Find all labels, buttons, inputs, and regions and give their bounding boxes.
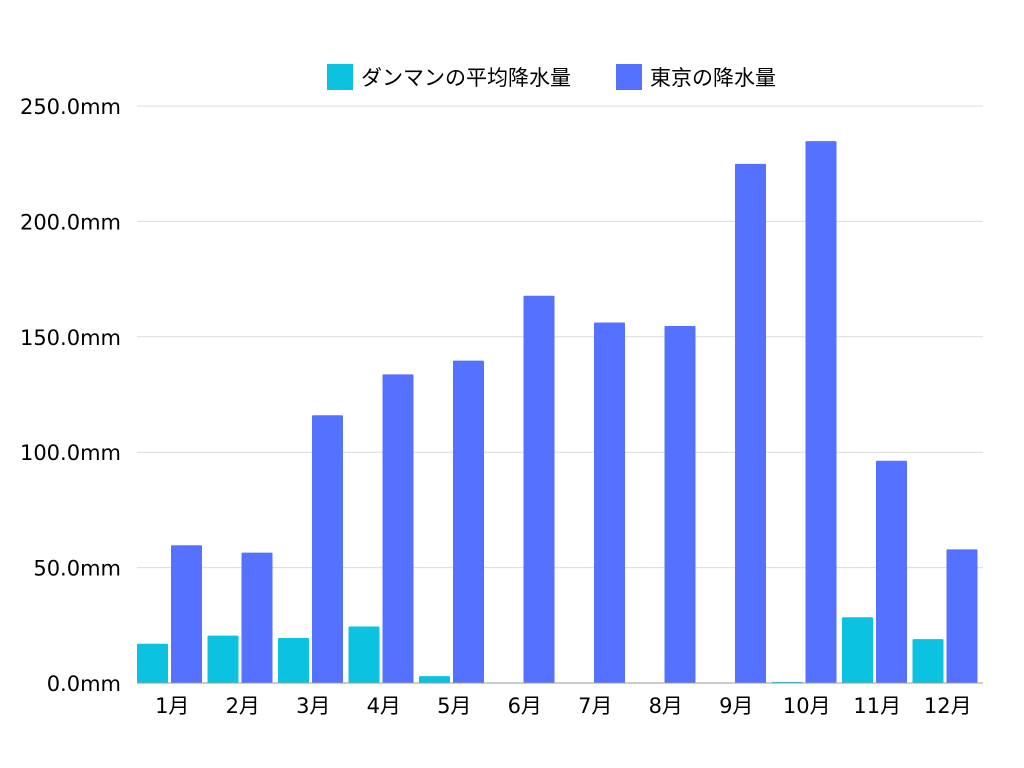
bar-dammam	[278, 637, 309, 683]
y-tick-label: 50.0mm	[33, 557, 121, 581]
legend-label-dammam: ダンマンの平均降水量	[361, 66, 571, 90]
bar-dammam	[137, 643, 168, 683]
x-tick-label: 11月	[853, 694, 901, 718]
legend-swatch-dammam	[327, 64, 353, 90]
y-tick-label: 250.0mm	[20, 95, 121, 119]
bar-tokyo	[876, 460, 907, 683]
x-tick-label: 8月	[649, 694, 683, 718]
bar-tokyo	[523, 295, 555, 683]
legend-item-dammam[interactable]: ダンマンの平均降水量	[327, 62, 571, 92]
bar-tokyo	[664, 325, 696, 683]
y-tick-label: 100.0mm	[20, 441, 121, 465]
bar-dammam	[207, 635, 239, 683]
bar-dammam	[419, 676, 450, 683]
y-tick-label: 0.0mm	[47, 672, 121, 696]
x-tick-label: 12月	[924, 694, 972, 718]
bar-tokyo	[382, 374, 414, 683]
bar-dammam	[348, 626, 380, 683]
x-tick-label: 3月	[296, 694, 330, 718]
bar-tokyo	[735, 163, 766, 684]
x-tick-label: 2月	[226, 694, 260, 718]
chart-legend: ダンマンの平均降水量 東京の降水量	[0, 62, 1024, 96]
bar-dammam	[842, 617, 873, 683]
x-tick-label: 6月	[508, 694, 542, 718]
bar-tokyo	[594, 322, 625, 683]
x-tick-label: 1月	[155, 694, 189, 718]
y-tick-label: 150.0mm	[20, 326, 121, 350]
x-tick-label: 5月	[437, 694, 471, 718]
x-tick-label: 7月	[578, 694, 612, 718]
x-tick-label: 4月	[367, 694, 401, 718]
bar-tokyo	[171, 545, 202, 683]
x-tick-label: 9月	[719, 694, 753, 718]
x-tick-label: 10月	[783, 694, 831, 718]
bar-tokyo	[805, 141, 837, 683]
legend-swatch-tokyo	[616, 64, 642, 90]
legend-label-tokyo: 東京の降水量	[650, 66, 776, 90]
bar-tokyo	[946, 549, 978, 683]
bar-tokyo	[312, 415, 343, 683]
bar-dammam	[912, 639, 944, 683]
y-tick-label: 200.0mm	[20, 210, 121, 234]
bar-tokyo	[241, 552, 273, 683]
bar-tokyo	[453, 360, 484, 683]
legend-item-tokyo[interactable]: 東京の降水量	[616, 62, 776, 92]
